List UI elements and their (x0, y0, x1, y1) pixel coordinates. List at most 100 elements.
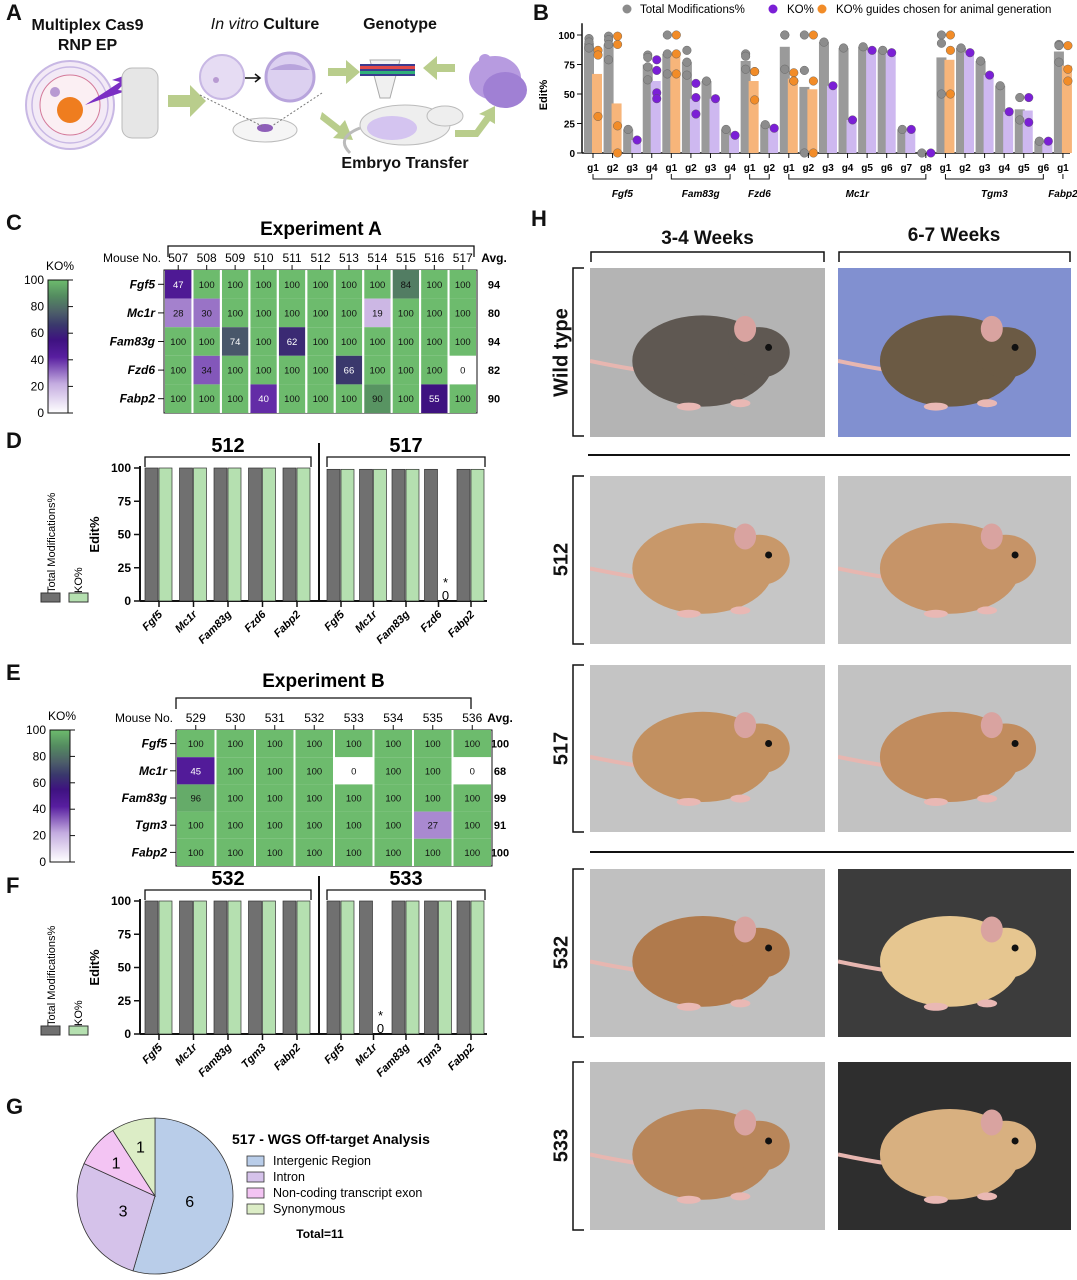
heatmap-cell (216, 784, 254, 812)
heatmap-cell-value: 47 (173, 280, 184, 291)
category-label: Mc1r (353, 1041, 380, 1068)
y-axis-label: Edit% (87, 516, 102, 553)
bar-ko (193, 900, 207, 1035)
row-label: Fam83g (110, 335, 156, 349)
heatmap-cell-value: 100 (341, 280, 357, 291)
heatmap-cell (414, 784, 452, 812)
point-total (623, 124, 633, 134)
colorbar-label: KO% (46, 259, 74, 273)
category-label: Fgf5 (140, 608, 166, 634)
heatmap-cell-value: 19 (372, 308, 383, 319)
heatmap-cell-value: 100 (464, 821, 480, 832)
heatmap-cell-value: 100 (455, 337, 471, 348)
heatmap-cell (193, 355, 220, 385)
colorbar-label: KO% (48, 709, 76, 723)
heatmap-cell (364, 355, 391, 385)
bar-ko (885, 52, 896, 154)
point-ko-chosen (789, 76, 799, 86)
guide-label: g5 (861, 163, 873, 174)
heatmap-cell-value: 100 (464, 739, 480, 750)
guide-label: g5 (1018, 163, 1030, 174)
bar-ko-chosen (748, 81, 759, 153)
heatmap-cell (392, 355, 420, 385)
bar-ko (1003, 111, 1014, 153)
heatmap-cell (335, 298, 363, 328)
column-label: 513 (339, 251, 359, 265)
heatmap-cell-value: 66 (344, 366, 355, 377)
column-header-3-4-weeks: 3-4 Weeks (661, 228, 754, 249)
y-tick-label: 75 (118, 494, 132, 508)
heatmap-cell (221, 327, 249, 356)
category-label: Fabp2 (446, 609, 477, 640)
point-ko (965, 48, 975, 58)
colorbar-tick-label: 0 (39, 855, 46, 869)
heatmap-cell (414, 730, 452, 758)
bar-total (897, 129, 908, 153)
column-label: 514 (367, 251, 387, 265)
heatmap-cell-value: 100 (227, 794, 243, 805)
point-total (1015, 115, 1025, 125)
heatmap-cell-value: 100 (313, 394, 329, 405)
heatmap-cell-value: 100 (346, 848, 362, 859)
heatmap-cell-value: 27 (427, 821, 438, 832)
panel-label-c: C (6, 210, 22, 235)
photo-532-3-4-weeks (590, 869, 825, 1037)
mouse-image (590, 315, 790, 411)
heatmap-cell-value: 55 (429, 394, 440, 405)
heatmap-cell-value: 100 (227, 366, 243, 377)
heatmap-cell (256, 784, 294, 812)
point-total (682, 70, 692, 80)
point-total (1034, 136, 1044, 146)
panel-label-a: A (6, 0, 22, 25)
point-ko (769, 123, 779, 133)
heatmap-cell-value: 100 (188, 739, 204, 750)
legend-label: Synonymous (273, 1202, 345, 1216)
point-ko (828, 81, 838, 91)
bar-ko (1042, 141, 1053, 153)
heatmap-cell-value: 100 (398, 337, 414, 348)
bar-total (995, 85, 1006, 153)
category-label: Fam83g (374, 608, 412, 646)
y-tick-label: 75 (564, 61, 576, 72)
point-ko (848, 115, 858, 125)
bar-total (359, 468, 373, 602)
heatmap-cell (250, 298, 277, 328)
category-label: Fgf5 (140, 1041, 166, 1067)
heatmap-cell-value: 100 (267, 739, 283, 750)
point-ko (1024, 117, 1034, 127)
heatmap-cell (449, 355, 476, 385)
bar-total (359, 900, 373, 1035)
bar-ko (631, 140, 642, 153)
bar-ko (689, 98, 700, 153)
gene-label: Fgf5 (612, 189, 634, 200)
group-title: 517 (389, 435, 422, 457)
legend-ko-label: KO% (787, 4, 814, 16)
heatmap-cell-value: 100 (306, 821, 322, 832)
pie-slice (132, 1117, 234, 1275)
bar-total (179, 467, 193, 602)
heatmap-cell (193, 270, 220, 299)
guide-label: g1 (1057, 163, 1069, 174)
annotation-zero: 0 (377, 1021, 384, 1036)
column-header-6-7-weeks: 6-7 Weeks (907, 225, 1001, 246)
heatmap-cell-value: 100 (256, 280, 272, 291)
legend-swatch (246, 1203, 265, 1215)
heatmap-cell (256, 811, 294, 839)
heatmap-cell (335, 355, 363, 385)
heatmap-cell-value: 100 (284, 280, 300, 291)
heatmap-cell (250, 327, 277, 356)
heatmap-cell-value: 30 (201, 308, 212, 319)
group-bracket (326, 456, 486, 467)
heatmap-cell-value: 0 (460, 366, 465, 377)
bar-total (1014, 109, 1025, 153)
point-total (1054, 41, 1064, 51)
category-label: Fgf5 (322, 1041, 348, 1067)
bar-total (799, 86, 810, 153)
heatmap-cell-value: 100 (170, 337, 186, 348)
point-ko (652, 55, 662, 65)
guide-label: g4 (998, 163, 1010, 174)
panel-label-b: B (533, 0, 549, 25)
bar-total (818, 42, 829, 153)
arrow-icon (455, 106, 495, 137)
pie-slice (76, 1163, 156, 1272)
